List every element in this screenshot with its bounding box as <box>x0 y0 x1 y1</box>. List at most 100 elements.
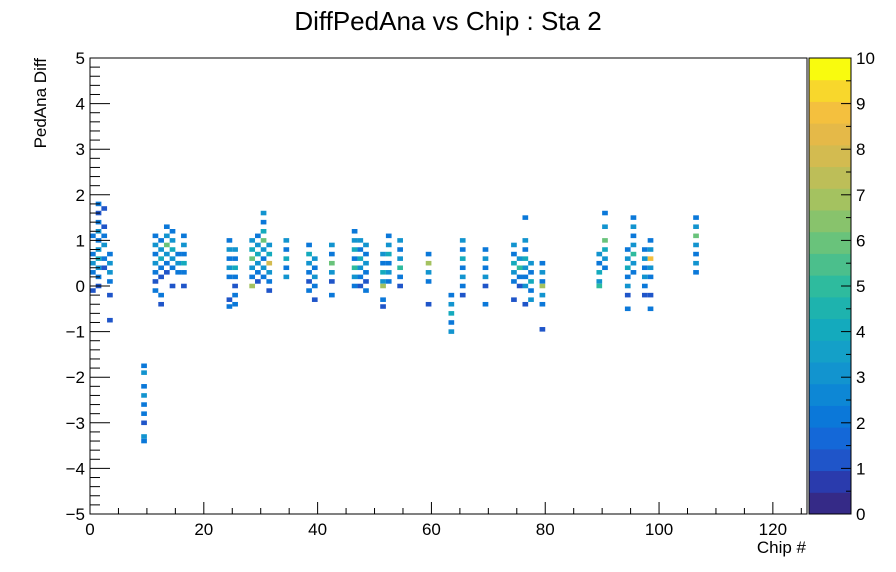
heatmap-bin <box>226 238 233 243</box>
color-scale-segment <box>809 231 851 254</box>
heatmap-bin <box>459 247 466 252</box>
heatmap-bin <box>152 270 159 275</box>
heatmap-bin <box>181 270 187 275</box>
y-tick-label: 5 <box>76 49 85 68</box>
heatmap-bin <box>511 270 517 275</box>
heatmap-bin <box>158 292 164 298</box>
heatmap-bin <box>283 238 290 243</box>
color-scale-segment <box>809 123 851 146</box>
heatmap-bin <box>329 279 335 284</box>
heatmap-bin <box>385 242 392 248</box>
heatmap-bin <box>169 238 176 243</box>
color-scale-segment <box>809 383 851 406</box>
heatmap-bin <box>255 260 261 266</box>
heatmap-bin <box>516 265 523 271</box>
heatmap-bin <box>357 238 364 243</box>
heatmap-bin <box>306 251 312 257</box>
heatmap-bin <box>311 265 318 271</box>
heatmap-bin <box>107 270 113 275</box>
heatmap-bin <box>624 256 631 261</box>
heatmap-bin <box>397 265 403 271</box>
heatmap-bin <box>385 270 392 275</box>
heatmap-bin <box>448 292 455 298</box>
heatmap-bin <box>459 274 466 280</box>
heatmap-bin <box>596 279 603 284</box>
heatmap-bin <box>260 274 267 280</box>
heatmap-bin <box>624 274 631 280</box>
heatmap-bin <box>539 260 546 266</box>
color-scale-bar: 0 1 2 3 4 5 6 7 8 9 10 <box>808 49 875 524</box>
heatmap-bin <box>351 265 358 271</box>
heatmap-bin <box>624 265 631 271</box>
heatmap-bin <box>693 242 699 248</box>
heatmap-bin <box>260 219 267 225</box>
y-axis: −5 −4 −3 −2 −1 0 1 2 3 4 5 <box>66 49 110 524</box>
heatmap-bin <box>363 288 369 293</box>
heatmap-bin <box>693 270 699 275</box>
heatmap-bin <box>522 256 529 261</box>
heatmap-bin <box>385 279 392 284</box>
heatmap-bin <box>329 292 335 298</box>
heatmap-bin <box>249 256 256 261</box>
heatmap-bin <box>539 270 546 275</box>
color-scale-segment <box>809 492 851 515</box>
heatmap-bin <box>357 274 364 280</box>
heatmap-bin <box>539 283 546 289</box>
heatmap-bin <box>249 238 256 243</box>
heatmap-bin <box>630 224 637 229</box>
heatmap-bin <box>630 251 637 257</box>
heatmap-bin <box>522 215 529 220</box>
heatmap-bin <box>169 247 176 252</box>
heatmap-bin <box>425 279 432 284</box>
heatmap-bin <box>516 283 523 289</box>
color-scale-segment <box>809 340 851 363</box>
y-tick-label: −1 <box>66 323 85 342</box>
heatmap-bin <box>516 274 523 280</box>
color-scale-segment <box>809 427 851 450</box>
y-tick-label: 4 <box>76 95 85 114</box>
heatmap-bin <box>101 242 108 248</box>
heatmap-bin <box>351 247 358 252</box>
heatmap-bin <box>380 251 386 257</box>
heatmap-bin <box>363 251 369 257</box>
color-scale-segment <box>809 405 851 428</box>
heatmap-bin <box>522 238 529 243</box>
heatmap-bin <box>351 229 358 234</box>
heatmap-bin <box>181 242 187 248</box>
heatmap-bin <box>624 283 631 289</box>
heatmap-bin <box>641 256 648 261</box>
heatmap-bin <box>175 270 182 275</box>
heatmap-bin <box>596 251 603 257</box>
heatmap-bin <box>232 283 238 289</box>
heatmap-bin <box>459 238 466 243</box>
heatmap-bin <box>482 283 489 289</box>
heatmap-bin <box>522 301 529 307</box>
heatmap-bin <box>511 251 517 257</box>
color-scale-label: 9 <box>856 95 865 114</box>
heatmap-bin <box>306 260 312 266</box>
heatmap-bin <box>380 283 386 289</box>
y-axis-label: PedAna Diff <box>31 58 50 149</box>
heatmap-bin <box>169 256 176 261</box>
heatmap-bin <box>511 297 517 302</box>
heatmap-bin <box>107 292 113 298</box>
heatmap-bin <box>647 292 654 298</box>
heatmap-bin <box>351 274 358 280</box>
heatmap-bin <box>107 251 113 257</box>
heatmap-bin <box>459 265 466 271</box>
heatmap-bin <box>232 274 238 280</box>
heatmap-bin <box>158 265 164 271</box>
heatmap-bin <box>260 229 267 234</box>
heatmap-bin <box>311 274 318 280</box>
heatmap-bin <box>158 274 164 280</box>
heatmap-bin <box>158 256 164 261</box>
heatmap-bin <box>226 297 233 302</box>
heatmap-bin <box>283 265 290 271</box>
heatmap-bin <box>101 256 108 261</box>
heatmap-bin <box>357 256 364 261</box>
heatmap-bin <box>380 260 386 266</box>
heatmap-bin <box>232 301 238 307</box>
heatmap-bin <box>141 411 147 416</box>
heatmap-bin <box>181 233 187 239</box>
x-tick-label: 0 <box>85 520 94 539</box>
